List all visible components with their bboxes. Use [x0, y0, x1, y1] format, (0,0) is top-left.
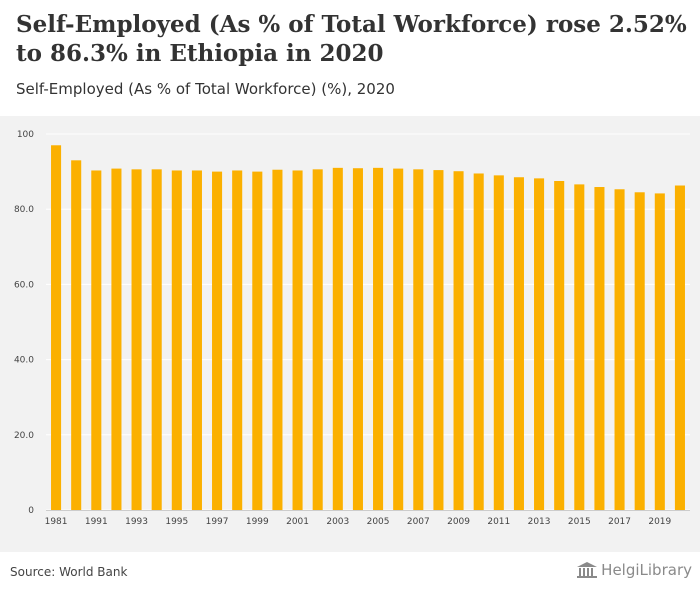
- x-tick-label: 2019: [648, 517, 671, 527]
- x-tick-label: 2009: [447, 517, 470, 527]
- x-tick-label: 1999: [246, 517, 269, 527]
- source-note: Source: World Bank: [10, 565, 128, 579]
- bar[interactable]: [212, 171, 223, 510]
- bar[interactable]: [473, 173, 484, 511]
- bar[interactable]: [91, 170, 102, 510]
- bar[interactable]: [493, 175, 504, 511]
- x-tick-label: 2001: [286, 517, 309, 527]
- bar[interactable]: [413, 169, 424, 510]
- y-tick-label: 0: [28, 506, 34, 516]
- bar[interactable]: [453, 171, 464, 510]
- bar[interactable]: [332, 167, 343, 510]
- chart-panel: 0 20.0 40.0 60.0 80.0 100 1981 1991 1993 1995 1997…: [0, 116, 700, 552]
- x-tick-label: 1993: [125, 517, 148, 527]
- bar[interactable]: [111, 168, 122, 510]
- y-tick-label: 20.0: [14, 431, 34, 441]
- bar[interactable]: [191, 170, 202, 510]
- bar-chart: 0 20.0 40.0 60.0 80.0 100 1981 1991 1993 1995 1997…: [14, 130, 690, 527]
- x-tick-label: 2003: [326, 517, 349, 527]
- y-tick-label: 80.0: [14, 205, 34, 215]
- x-tick-label: 1991: [85, 517, 108, 527]
- bar[interactable]: [171, 170, 182, 510]
- x-tick-label: 1981: [45, 517, 68, 527]
- bar[interactable]: [513, 177, 524, 511]
- logo-text: HelgiLibrary: [601, 561, 692, 579]
- bar[interactable]: [292, 170, 303, 510]
- bar[interactable]: [534, 178, 545, 510]
- bar[interactable]: [634, 192, 645, 510]
- bar[interactable]: [373, 167, 384, 510]
- y-tick-label: 60.0: [14, 280, 34, 290]
- bar[interactable]: [252, 171, 263, 510]
- bar[interactable]: [51, 145, 62, 510]
- bar[interactable]: [574, 184, 585, 510]
- bar[interactable]: [71, 160, 82, 510]
- bar[interactable]: [131, 169, 142, 510]
- bar[interactable]: [393, 168, 404, 510]
- chart-title: Self-Employed (As % of Total Workforce) …: [16, 11, 687, 67]
- helgilibrary-logo[interactable]: HelgiLibrary: [576, 561, 692, 579]
- bar[interactable]: [654, 193, 665, 510]
- bar[interactable]: [614, 189, 625, 510]
- x-tick-label: 1995: [165, 517, 188, 527]
- bar[interactable]: [594, 187, 605, 510]
- x-tick-label: 2013: [528, 517, 551, 527]
- bar[interactable]: [433, 170, 444, 510]
- bar[interactable]: [674, 185, 685, 510]
- x-tick-label: 2017: [608, 517, 631, 527]
- x-tick-label: 2015: [568, 517, 591, 527]
- bar[interactable]: [312, 169, 323, 510]
- x-tick-label: 2005: [367, 517, 390, 527]
- y-tick-label: 100: [17, 130, 34, 140]
- x-tick-label: 1997: [206, 517, 229, 527]
- library-building-icon: [577, 562, 598, 578]
- x-tick-label: 2011: [487, 517, 510, 527]
- bar[interactable]: [232, 170, 243, 510]
- y-tick-label: 40.0: [14, 356, 34, 366]
- x-tick-label: 2007: [407, 517, 430, 527]
- bar[interactable]: [151, 169, 162, 510]
- chart-subtitle: Self-Employed (As % of Total Workforce) …: [16, 80, 395, 98]
- bar[interactable]: [554, 181, 565, 510]
- bar[interactable]: [352, 168, 363, 510]
- bar[interactable]: [272, 169, 283, 510]
